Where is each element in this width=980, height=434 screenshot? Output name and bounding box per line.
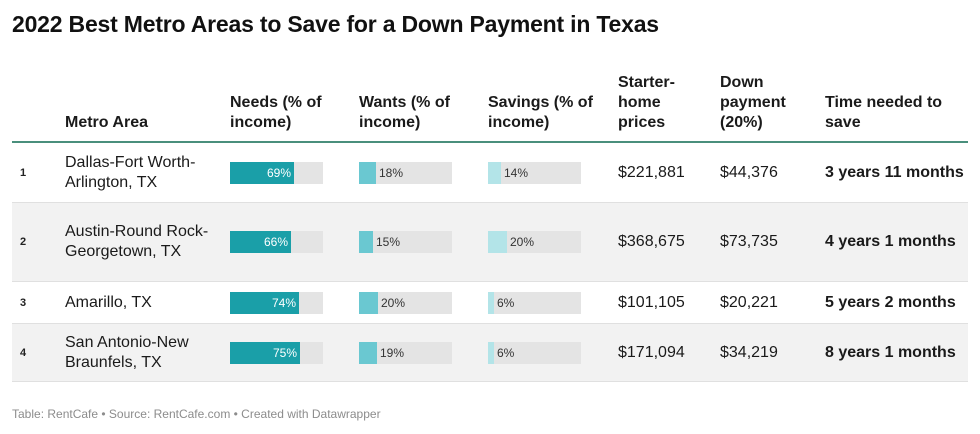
header-savings[interactable]: Savings (% of income) xyxy=(488,94,593,131)
needs-bar-cell: 66% xyxy=(230,203,323,281)
wants-bar-label: 18% xyxy=(379,165,404,180)
table-row: 3 Amarillo, TX 74% 20% 6% $101,105 $20,221 5 ye… xyxy=(12,282,968,324)
needs-bar xyxy=(230,231,291,253)
savings-bar-label: 6% xyxy=(497,345,515,360)
needs-bar-cell: 74% xyxy=(230,282,323,323)
header-down-payment[interactable]: Down payment (20%) xyxy=(720,74,786,131)
row-rank: 3 xyxy=(20,296,27,309)
wants-bar-cell: 19% xyxy=(359,324,452,381)
needs-bar-cell: 75% xyxy=(230,324,323,381)
needs-bar-cell: 69% xyxy=(230,143,323,202)
savings-bar-cell: 14% xyxy=(488,143,581,202)
savings-bar xyxy=(488,291,494,314)
wants-bar xyxy=(359,161,376,184)
metro-name: Austin-Round Rock-Georgetown, TX xyxy=(65,223,209,260)
needs-bar-label: 66% xyxy=(263,235,288,249)
needs-bar-label: 69% xyxy=(266,165,291,180)
wants-bar-track: 15% xyxy=(359,231,452,253)
header-metro-area[interactable]: Metro Area xyxy=(65,114,148,131)
savings-bar-track: 6% xyxy=(488,341,581,364)
wants-bar-track: 19% xyxy=(359,341,452,364)
down-payment: $44,376 xyxy=(720,163,778,181)
needs-bar xyxy=(230,341,300,364)
row-rank: 4 xyxy=(20,346,27,359)
down-payment: $73,735 xyxy=(720,233,778,250)
needs-bar-track: 75% xyxy=(230,341,323,364)
header-time-needed[interactable]: Time needed to save xyxy=(825,94,943,131)
header-needs[interactable]: Needs (% of income) xyxy=(230,94,322,131)
wants-bar xyxy=(359,291,378,314)
needs-bar-track: 66% xyxy=(230,231,323,253)
time-to-save: 3 years 11 months xyxy=(825,163,964,181)
table-header: Metro Area Needs (% of income) Wants (% … xyxy=(12,60,968,143)
savings-bar-label: 20% xyxy=(510,235,535,249)
chart-title: 2022 Best Metro Areas to Save for a Down… xyxy=(12,11,659,37)
table-row: 2 Austin-Round Rock-Georgetown, TX 66% 15% 2… xyxy=(12,203,968,282)
row-rank: 2 xyxy=(20,236,27,248)
down-payment: $20,221 xyxy=(720,293,778,311)
chart-footer: Table: RentCafe • Source: RentCafe.com •… xyxy=(12,407,381,421)
savings-bar-cell: 20% xyxy=(488,203,581,281)
savings-bar-label: 6% xyxy=(497,295,515,310)
header-starter-home-prices[interactable]: Starter-home prices xyxy=(618,74,675,131)
wants-bar-label: 20% xyxy=(381,295,406,310)
starter-home-price: $171,094 xyxy=(618,343,685,361)
metro-name: San Antonio-New Braunfels, TX xyxy=(65,333,189,371)
header-wants[interactable]: Wants (% of income) xyxy=(359,94,450,131)
savings-bar-track: 20% xyxy=(488,231,581,253)
wants-bar-cell: 15% xyxy=(359,203,452,281)
table-row: 1 Dallas-Fort Worth-Arlington, TX 69% 18% 14… xyxy=(12,143,968,203)
table-row: 4 San Antonio-New Braunfels, TX 75% 19% 6% $1… xyxy=(12,324,968,382)
starter-home-price: $221,881 xyxy=(618,163,685,181)
wants-bar-cell: 20% xyxy=(359,282,452,323)
row-rank: 1 xyxy=(20,166,27,179)
starter-home-price: $368,675 xyxy=(618,233,685,250)
savings-bar-track: 6% xyxy=(488,291,581,314)
wants-bar-track: 20% xyxy=(359,291,452,314)
down-payment: $34,219 xyxy=(720,343,778,361)
table-body: 1 Dallas-Fort Worth-Arlington, TX 69% 18% 14… xyxy=(12,143,968,382)
metro-name: Dallas-Fort Worth-Arlington, TX xyxy=(65,153,196,191)
wants-bar xyxy=(359,341,377,364)
time-to-save: 8 years 1 months xyxy=(825,343,956,361)
needs-bar-track: 69% xyxy=(230,161,323,184)
starter-home-price: $101,105 xyxy=(618,293,685,311)
wants-bar xyxy=(359,231,373,253)
savings-bar xyxy=(488,231,507,253)
savings-bar xyxy=(488,341,494,364)
needs-bar xyxy=(230,291,299,314)
savings-bar-cell: 6% xyxy=(488,282,581,323)
needs-bar-track: 74% xyxy=(230,291,323,314)
needs-bar xyxy=(230,161,294,184)
wants-bar-label: 19% xyxy=(380,345,405,360)
metro-name: Amarillo, TX xyxy=(65,293,152,311)
savings-bar-cell: 6% xyxy=(488,324,581,381)
savings-bar xyxy=(488,161,501,184)
wants-bar-track: 18% xyxy=(359,161,452,184)
needs-bar-label: 75% xyxy=(272,345,297,360)
wants-bar-label: 15% xyxy=(376,235,401,249)
time-to-save: 4 years 1 months xyxy=(825,233,956,250)
savings-bar-label: 14% xyxy=(504,165,529,180)
data-table: Metro Area Needs (% of income) Wants (% … xyxy=(12,60,968,382)
savings-bar-track: 14% xyxy=(488,161,581,184)
time-to-save: 5 years 2 months xyxy=(825,293,956,311)
needs-bar-label: 74% xyxy=(271,295,296,310)
wants-bar-cell: 18% xyxy=(359,143,452,202)
